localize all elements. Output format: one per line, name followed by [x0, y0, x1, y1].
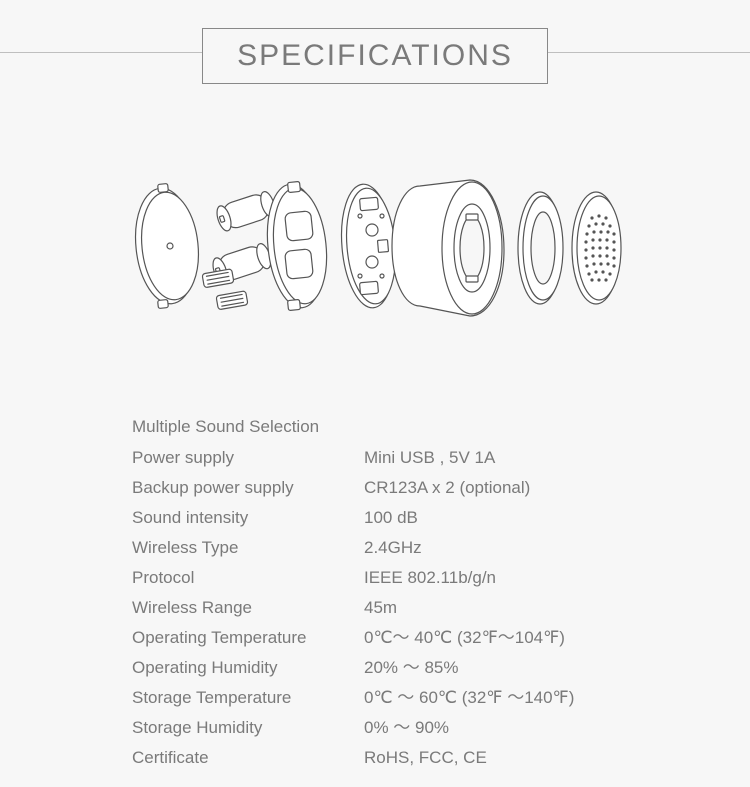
spec-row: Backup power supplyCR123A x 2 (optional)	[132, 479, 750, 496]
spec-row: Operating Temperature 0℃～ 40℃ (32℉～104℉)	[132, 629, 750, 646]
device-exploded-svg	[120, 146, 630, 356]
spec-value: RoHS, FCC, CE	[364, 749, 487, 766]
spec-row: Wireless Range45m	[132, 599, 750, 616]
spec-row: CertificateRoHS, FCC, CE	[132, 749, 750, 766]
spec-value: 0℃ ～ 60℃ (32℉ ～140℉)	[364, 689, 574, 706]
spec-row: Wireless Type2.4GHz	[132, 539, 750, 556]
specs-heading: Multiple Sound Selection	[132, 417, 750, 437]
spec-label: Operating Temperature	[132, 629, 364, 646]
spec-label: Wireless Range	[132, 599, 364, 616]
spec-value: 0% ～ 90%	[364, 719, 449, 736]
spec-row: ProtocolIEEE 802.11b/g/n	[132, 569, 750, 586]
spec-label: Storage Temperature	[132, 689, 364, 706]
spec-value: 0℃～ 40℃ (32℉～104℉)	[364, 629, 565, 646]
spec-value: 45m	[364, 599, 397, 616]
spec-label: Operating Humidity	[132, 659, 364, 676]
spec-label: Wireless Type	[132, 539, 364, 556]
exploded-diagram	[0, 146, 750, 361]
spec-value: CR123A x 2 (optional)	[364, 479, 530, 496]
spec-value: Mini USB , 5V 1A	[364, 449, 495, 466]
page-title: SPECIFICATIONS	[202, 28, 548, 84]
spec-row: Storage Temperature0℃ ～ 60℃ (32℉ ～140℉)	[132, 689, 750, 706]
spec-label: Certificate	[132, 749, 364, 766]
spec-row: Storage Humidity0% ～ 90%	[132, 719, 750, 736]
spec-label: Backup power supply	[132, 479, 364, 496]
spec-value: 2.4GHz	[364, 539, 422, 556]
spec-value: 20% ～ 85%	[364, 659, 459, 676]
spec-label: Power supply	[132, 449, 364, 466]
spec-value: 100 dB	[364, 509, 418, 526]
spec-label: Sound intensity	[132, 509, 364, 526]
spec-label: Storage Humidity	[132, 719, 364, 736]
spec-label: Protocol	[132, 569, 364, 586]
specs-table: Multiple Sound Selection Power supply Mi…	[132, 417, 750, 766]
header: SPECIFICATIONS	[0, 0, 750, 84]
spec-row: Sound intensity100 dB	[132, 509, 750, 526]
spec-row: Power supply Mini USB , 5V 1A	[132, 449, 750, 466]
spec-row: Operating Humidity20% ～ 85%	[132, 659, 750, 676]
spec-value: IEEE 802.11b/g/n	[364, 569, 496, 586]
